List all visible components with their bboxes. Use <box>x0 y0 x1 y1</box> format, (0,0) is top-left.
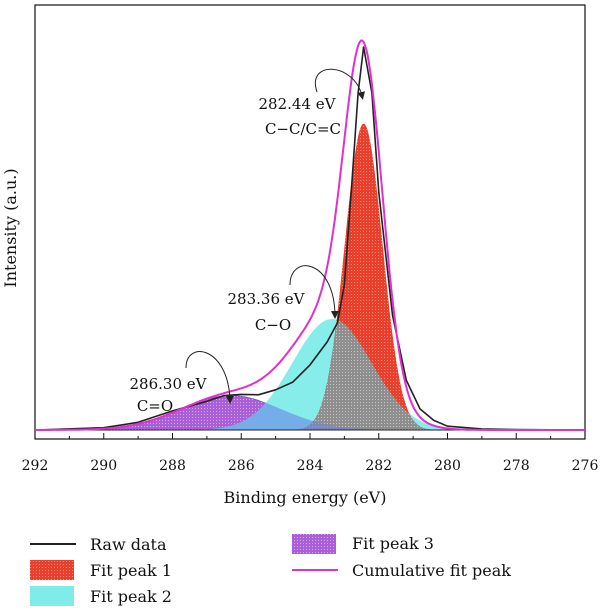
legend: Raw data Fit peak 1 Fit peak 2 Fit peak … <box>30 534 511 606</box>
x-tick-label: 276 <box>572 458 599 474</box>
legend-label-fit-peak-2: Fit peak 2 <box>90 587 172 606</box>
legend-item-fit-peak-2: Fit peak 2 <box>30 586 172 606</box>
x-tick-label: 288 <box>159 458 186 474</box>
x-axis-title: Binding energy (eV) <box>224 488 387 507</box>
fit-peak-2-3-overlap-area <box>35 403 585 430</box>
data-lines <box>34 39 586 431</box>
raw-data-line <box>34 46 586 431</box>
x-tick-label: 280 <box>434 458 461 474</box>
x-tick-label: 278 <box>503 458 530 474</box>
x-tick-label: 290 <box>90 458 117 474</box>
annotation-energy-label: 283.36 eV <box>228 290 306 308</box>
x-axis: 292 290 288 286 284 282 280 278 276 <box>22 433 599 474</box>
legend-swatch-fit-peak-2 <box>30 586 74 606</box>
legend-label-cumulative-fit-peak: Cumulative fit peak <box>352 561 511 580</box>
cumulative-fit-line <box>35 39 585 431</box>
annotation-energy-label: 282.44 eV <box>259 95 337 113</box>
legend-item-cumulative-fit-peak: Cumulative fit peak <box>292 561 511 580</box>
annotation-arrow <box>314 68 365 100</box>
legend-item-raw-data: Raw data <box>30 535 167 554</box>
legend-label-raw-data: Raw data <box>90 535 167 554</box>
annotation-assignment-label: C=O <box>137 397 173 415</box>
annotation-arrow <box>185 351 234 404</box>
annotation-assignment-label: C−O <box>255 316 291 334</box>
x-tick-label: 284 <box>297 458 324 474</box>
annotation-assignment-label: C−C/C=C <box>265 120 341 138</box>
annotations: 282.44 eV C−C/C=C 283.36 eV C−O 286.30 eV C=O <box>130 68 365 415</box>
legend-item-fit-peak-3: Fit peak 3 <box>292 534 434 554</box>
y-axis-title: Intensity (a.u.) <box>1 168 20 287</box>
legend-label-fit-peak-3: Fit peak 3 <box>352 534 434 553</box>
fit-peak-2-area <box>35 318 585 430</box>
x-tick-label: 282 <box>365 458 392 474</box>
legend-item-fit-peak-1: Fit peak 1 <box>30 560 172 580</box>
x-tick-label: 292 <box>22 458 49 474</box>
x-tick-label: 286 <box>228 458 255 474</box>
legend-swatch-fit-peak-3 <box>292 534 336 554</box>
legend-label-fit-peak-1: Fit peak 1 <box>90 561 172 580</box>
legend-swatch-fit-peak-1 <box>30 560 74 580</box>
annotation-arrow <box>289 265 339 319</box>
fit-peaks <box>35 123 585 431</box>
annotation-energy-label: 286.30 eV <box>130 375 208 393</box>
